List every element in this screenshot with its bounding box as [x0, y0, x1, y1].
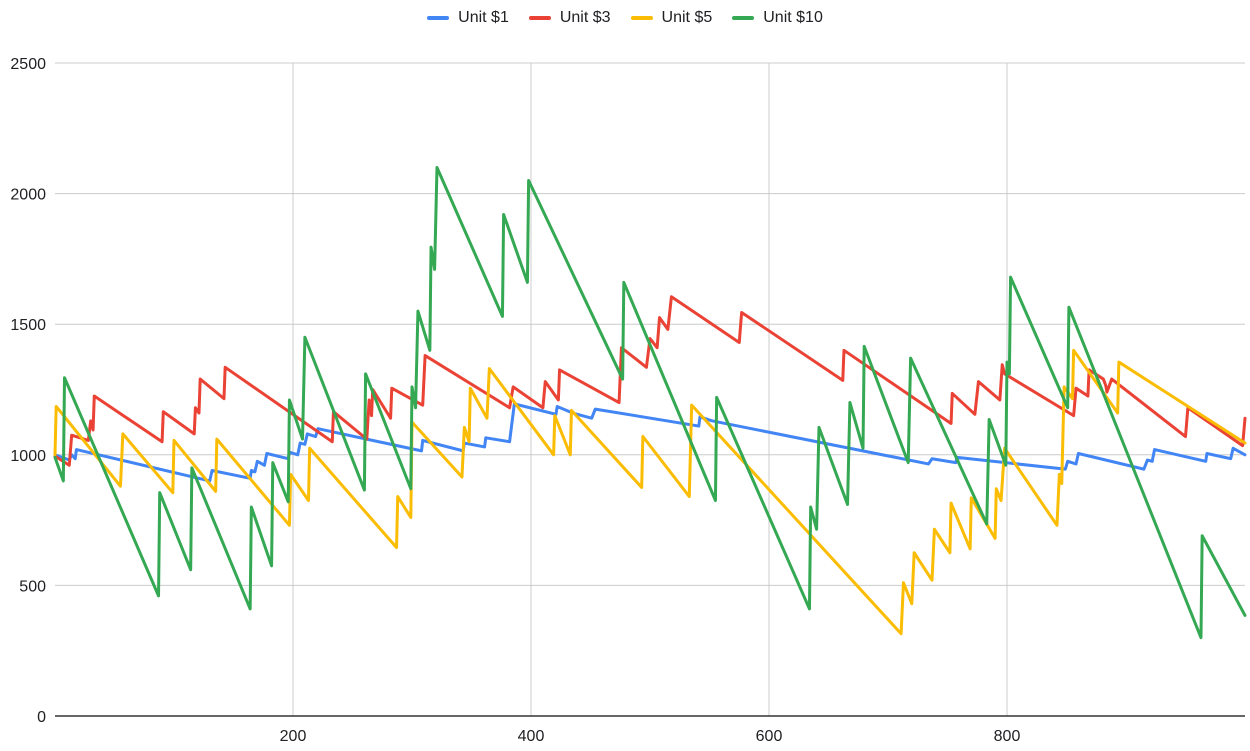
series-line-unit-5[interactable]	[53, 348, 1247, 636]
series-line-unit-1[interactable]	[53, 402, 1247, 483]
x-tick-label-400: 400	[518, 728, 545, 745]
x-tick-label-200: 200	[280, 728, 307, 745]
legend-swatch-unit-10	[732, 16, 755, 20]
y-tick-label-1500: 1500	[10, 317, 46, 334]
legend-item-unit-5[interactable]: Unit $5	[630, 9, 713, 27]
chart-legend: Unit $1 Unit $3 Unit $5 Unit $10	[0, 6, 1250, 30]
legend-label-unit-5: Unit $5	[661, 9, 713, 26]
legend-item-unit-10[interactable]: Unit $10	[732, 9, 823, 27]
series-line-unit-3[interactable]	[53, 295, 1247, 467]
y-tick-label-2000: 2000	[10, 187, 46, 204]
legend-item-unit-1[interactable]: Unit $1	[427, 9, 509, 27]
y-tick-label-1000: 1000	[10, 448, 46, 465]
legend-item-unit-3[interactable]: Unit $3	[528, 9, 611, 27]
legend-swatch-unit-1	[427, 16, 450, 20]
legend-label-unit-1: Unit $1	[458, 9, 509, 26]
y-tick-label-0: 0	[37, 709, 46, 726]
legend-swatch-unit-3	[528, 16, 551, 20]
tick-labels: 0 500 1000 1500 2000 2500 200 400 600 800	[10, 56, 1020, 745]
legend-label-unit-10: Unit $10	[763, 9, 823, 26]
y-tick-label-2500: 2500	[10, 56, 46, 73]
series-line-unit-10[interactable]	[53, 165, 1247, 640]
x-tick-label-600: 600	[756, 728, 783, 745]
legend-label-unit-3: Unit $3	[559, 9, 611, 26]
x-tick-label-800: 800	[994, 728, 1021, 745]
legend-swatch-unit-5	[630, 16, 653, 20]
series-lines	[53, 165, 1247, 640]
y-tick-label-500: 500	[19, 578, 46, 595]
